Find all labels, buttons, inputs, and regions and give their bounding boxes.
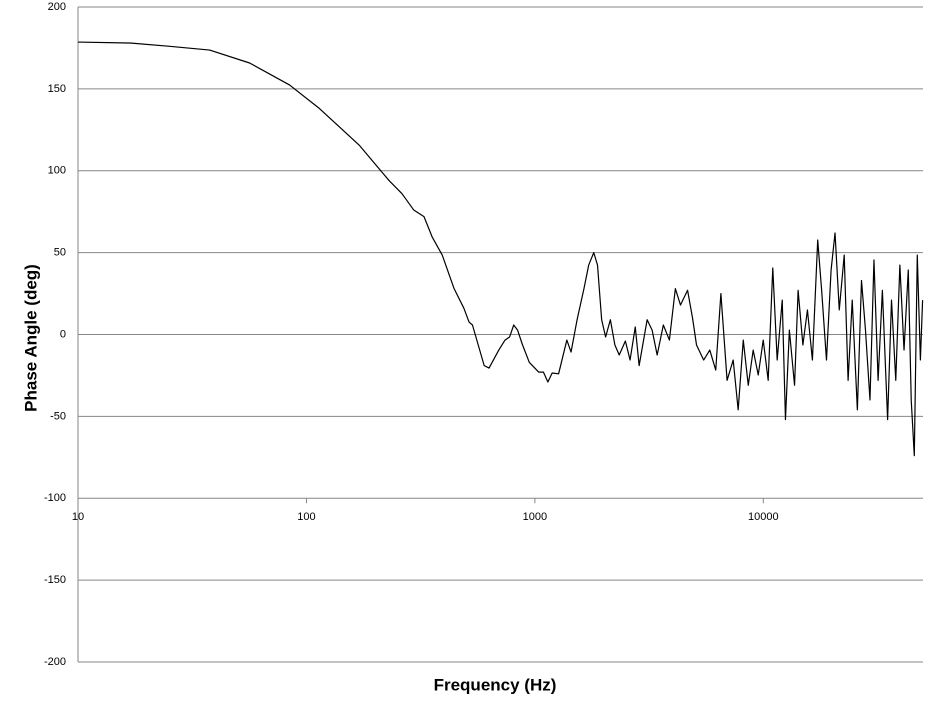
y-tick-label: 150 [48,83,66,95]
y-tick-label: -100 [44,492,66,504]
x-tick-label: 1000 [523,511,547,523]
y-tick-label: -200 [44,656,66,668]
y-tick-label: -150 [44,574,66,586]
y-axis-label: Phase Angle (deg) [21,264,40,412]
y-tick-label: 100 [48,165,66,177]
y-tick-label: 0 [60,328,66,340]
y-tick-label: -50 [50,410,66,422]
x-tick-label: 100 [297,511,315,523]
x-tick-label: 10000 [748,511,779,523]
x-tick-label: 10 [72,511,84,523]
x-axis-label: Frequency (Hz) [434,675,557,694]
data-line [77,41,924,457]
y-tick-label: 50 [54,247,66,259]
y-tick-label: 200 [48,1,66,13]
